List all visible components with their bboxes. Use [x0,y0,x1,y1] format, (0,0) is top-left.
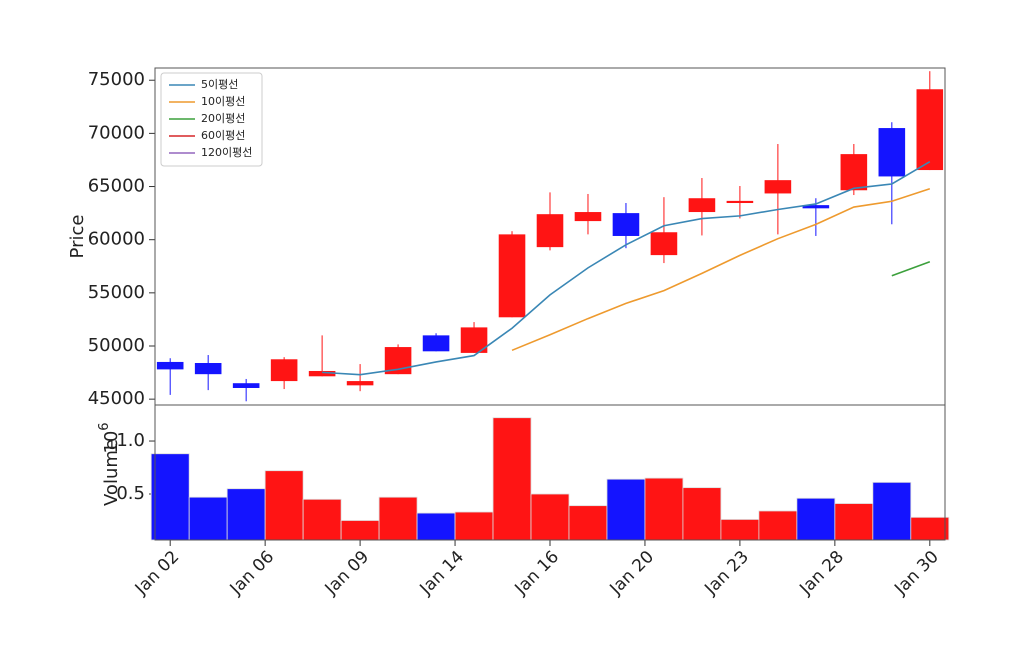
y-tick-label: 0.5 [116,483,145,504]
legend-label: 20이평선 [201,112,245,125]
legend-box [160,72,263,167]
legend-label: 120이평선 [201,146,252,159]
ma-line [891,261,931,277]
y-tick-label: 60000 [88,229,145,250]
y-tick-label: 45000 [88,388,145,409]
volume-bar [188,496,228,541]
volume-bar [226,488,266,541]
candle-body [422,335,450,352]
candle-body [232,383,260,388]
y-tick-label: 75000 [88,69,145,90]
volume-bar [530,493,570,541]
candle-body [840,154,868,191]
candle-body [726,200,754,204]
candle-body [156,361,184,370]
candle-body [650,232,678,256]
volume-bar [454,511,494,541]
volume-bar [378,496,418,541]
x-tick-label: Jan 20 [606,547,659,600]
y-axis-label: Price [67,215,88,259]
volume-bar [872,481,912,541]
ma-line [322,160,931,376]
x-tick-label: Jan 09 [321,547,374,600]
x-tick-label: Jan 06 [226,547,279,600]
volume-bar [720,519,760,541]
x-tick-label: Jan 14 [416,547,469,600]
candle-body [764,180,792,194]
candle-body [612,213,640,236]
y-tick-label: 65000 [88,176,145,197]
x-tick-label: Jan 23 [700,547,753,600]
candle-body [574,212,602,222]
volume-bar [264,470,304,541]
x-tick-label: Jan 16 [511,547,564,600]
legend: 5이평선 10이평선 20이평선 60이평선 120이평선 [160,72,263,167]
volume-bar [834,503,874,541]
legend-label: 60이평선 [201,129,245,142]
candle-body [536,214,564,248]
axes-frame [154,404,946,541]
candle-body [498,234,526,318]
candle-body [688,198,716,213]
volume-bar [492,417,532,541]
y-tick-label: 70000 [88,122,145,143]
y-tick-label: 50000 [88,335,145,356]
x-tick-label: Jan 28 [795,547,848,600]
candle-body [346,381,374,386]
offset-base: 10 [101,431,122,454]
volume-bar [796,497,836,541]
volume-bar [302,498,342,541]
offset-label: 106 [97,422,123,453]
candle-body [308,370,336,377]
volume-bar [682,487,722,541]
volume-bar [340,520,380,541]
candle-body [194,363,222,375]
candle-body [878,128,906,177]
offset-exponent: 6 [97,422,112,430]
ma-line [511,188,931,352]
y-axis-label: Volume [101,439,122,506]
legend-label: 5이평선 [201,78,238,91]
volume-bar [758,510,798,541]
legend-label: 10이평선 [201,95,245,108]
volume-bar [606,478,646,541]
y-tick-label: 1.0 [116,430,145,451]
volume-bar [568,505,608,541]
volume-bar [910,516,950,541]
candle-body [270,359,298,382]
volume-bar [644,477,684,541]
x-tick-label: Jan 30 [890,547,943,600]
candle-body [802,205,830,209]
volume-bar [150,453,190,541]
y-tick-label: 55000 [88,282,145,303]
volume-bar [416,512,456,541]
candle-body [916,89,944,171]
x-tick-label: Jan 02 [131,547,184,600]
